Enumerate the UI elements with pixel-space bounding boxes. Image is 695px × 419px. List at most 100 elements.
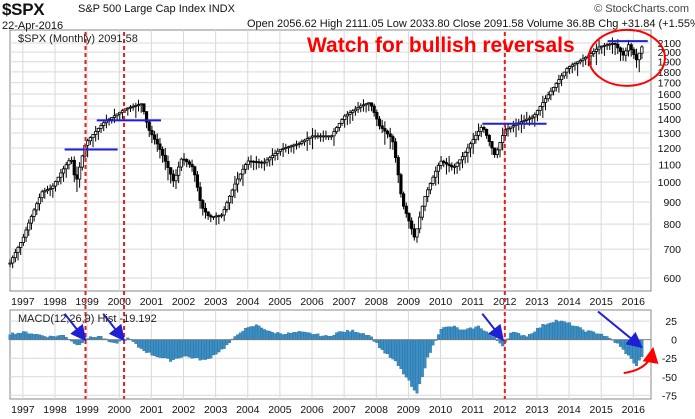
price-candle xyxy=(300,139,304,146)
candle-body xyxy=(410,220,414,230)
price-tick-label: 600 xyxy=(663,273,681,285)
price-candle xyxy=(51,183,55,198)
candle-body xyxy=(112,115,117,118)
price-candle xyxy=(37,193,42,211)
candle-body xyxy=(51,185,55,189)
x-tick-label: 2009 xyxy=(397,296,421,308)
price-candle xyxy=(356,102,360,114)
price-candle xyxy=(284,143,288,153)
macd-bar xyxy=(260,327,264,340)
macd-bar xyxy=(554,319,558,340)
price-tick-label: 1100 xyxy=(658,159,681,171)
price-candle xyxy=(610,37,615,54)
candle-body xyxy=(487,134,491,142)
candle-body xyxy=(600,45,604,48)
candle-body xyxy=(257,161,261,164)
macd-bar xyxy=(522,335,526,340)
price-candle xyxy=(179,157,183,172)
macd-bar xyxy=(364,335,368,340)
macd-bar xyxy=(479,328,483,340)
candle-body xyxy=(252,160,256,163)
price-candle xyxy=(351,109,355,121)
macd-bar xyxy=(319,336,323,340)
candle-body xyxy=(214,215,218,218)
candle-body xyxy=(11,257,15,264)
candle-body xyxy=(289,145,293,148)
macd-bar xyxy=(13,334,17,340)
macd-bar xyxy=(629,339,633,359)
price-candle xyxy=(353,105,358,116)
price-candle xyxy=(203,202,208,219)
price-candle xyxy=(270,148,274,166)
macd-bar xyxy=(584,331,588,340)
candle-body xyxy=(439,160,443,166)
price-candle xyxy=(509,126,513,133)
candle-body xyxy=(616,43,620,49)
price-candle xyxy=(375,109,379,127)
macd-bar xyxy=(43,336,47,340)
candle-body xyxy=(332,131,336,137)
macd-bar xyxy=(517,333,521,340)
price-candle xyxy=(91,133,95,148)
candle-body xyxy=(369,102,374,107)
price-candle xyxy=(155,133,159,152)
price-candle xyxy=(286,145,291,154)
macd-legend: MACD(12,26,9) Hist -19.192 xyxy=(18,313,157,325)
candle-body xyxy=(554,83,558,88)
candle-body xyxy=(474,134,478,140)
macd-bar xyxy=(624,339,628,355)
candle-body xyxy=(19,242,23,248)
price-candle xyxy=(626,39,631,57)
macd-bar xyxy=(19,333,23,340)
x-tick-label: 2016 xyxy=(622,296,646,308)
macd-bar xyxy=(549,322,553,340)
candle-body xyxy=(158,143,162,150)
candle-body xyxy=(91,134,95,138)
macd-bar xyxy=(311,334,315,340)
price-candle xyxy=(479,124,483,138)
price-candle xyxy=(592,48,596,57)
candle-body xyxy=(78,166,82,180)
candle-body xyxy=(262,161,266,164)
price-tick-label: 1000 xyxy=(658,177,682,189)
candle-body xyxy=(147,121,151,131)
macd-bar xyxy=(482,330,486,340)
x-tick-label: 1999 xyxy=(75,296,99,308)
x-tick-label: 2002 xyxy=(172,296,196,308)
candle-body xyxy=(318,135,323,138)
macd-bar xyxy=(573,325,577,340)
macd-bar xyxy=(292,332,296,340)
candle-body xyxy=(551,87,556,92)
price-candle xyxy=(230,188,234,204)
price-candle xyxy=(11,255,15,269)
price-candle xyxy=(605,42,609,50)
macd-bar xyxy=(594,333,598,340)
macd-bar xyxy=(187,339,191,358)
macd-bar xyxy=(115,339,119,344)
candle-body xyxy=(621,51,625,56)
candle-body xyxy=(128,106,133,109)
price-candle xyxy=(618,46,623,62)
candle-body xyxy=(305,138,309,141)
price-candle xyxy=(64,161,68,178)
candle-body xyxy=(364,103,368,106)
macd-bar xyxy=(519,335,523,340)
price-candle xyxy=(262,158,266,171)
macd-bar xyxy=(511,331,515,340)
x-tick-label: 2010 xyxy=(429,296,453,308)
candle-body xyxy=(142,103,146,112)
candle-body xyxy=(450,165,454,168)
macd-bar xyxy=(335,332,339,340)
candle-body xyxy=(166,160,170,169)
macd-bar xyxy=(627,339,630,356)
price-candle xyxy=(460,152,465,169)
macd-bar xyxy=(568,322,572,340)
macd-bar xyxy=(487,333,491,340)
macd-bar xyxy=(466,328,470,340)
price-candle xyxy=(59,168,63,185)
macd-bar xyxy=(201,339,205,360)
candle-body xyxy=(431,176,435,184)
macd-bar xyxy=(546,323,550,340)
macd-bar xyxy=(592,331,596,340)
price-candle xyxy=(442,159,446,168)
